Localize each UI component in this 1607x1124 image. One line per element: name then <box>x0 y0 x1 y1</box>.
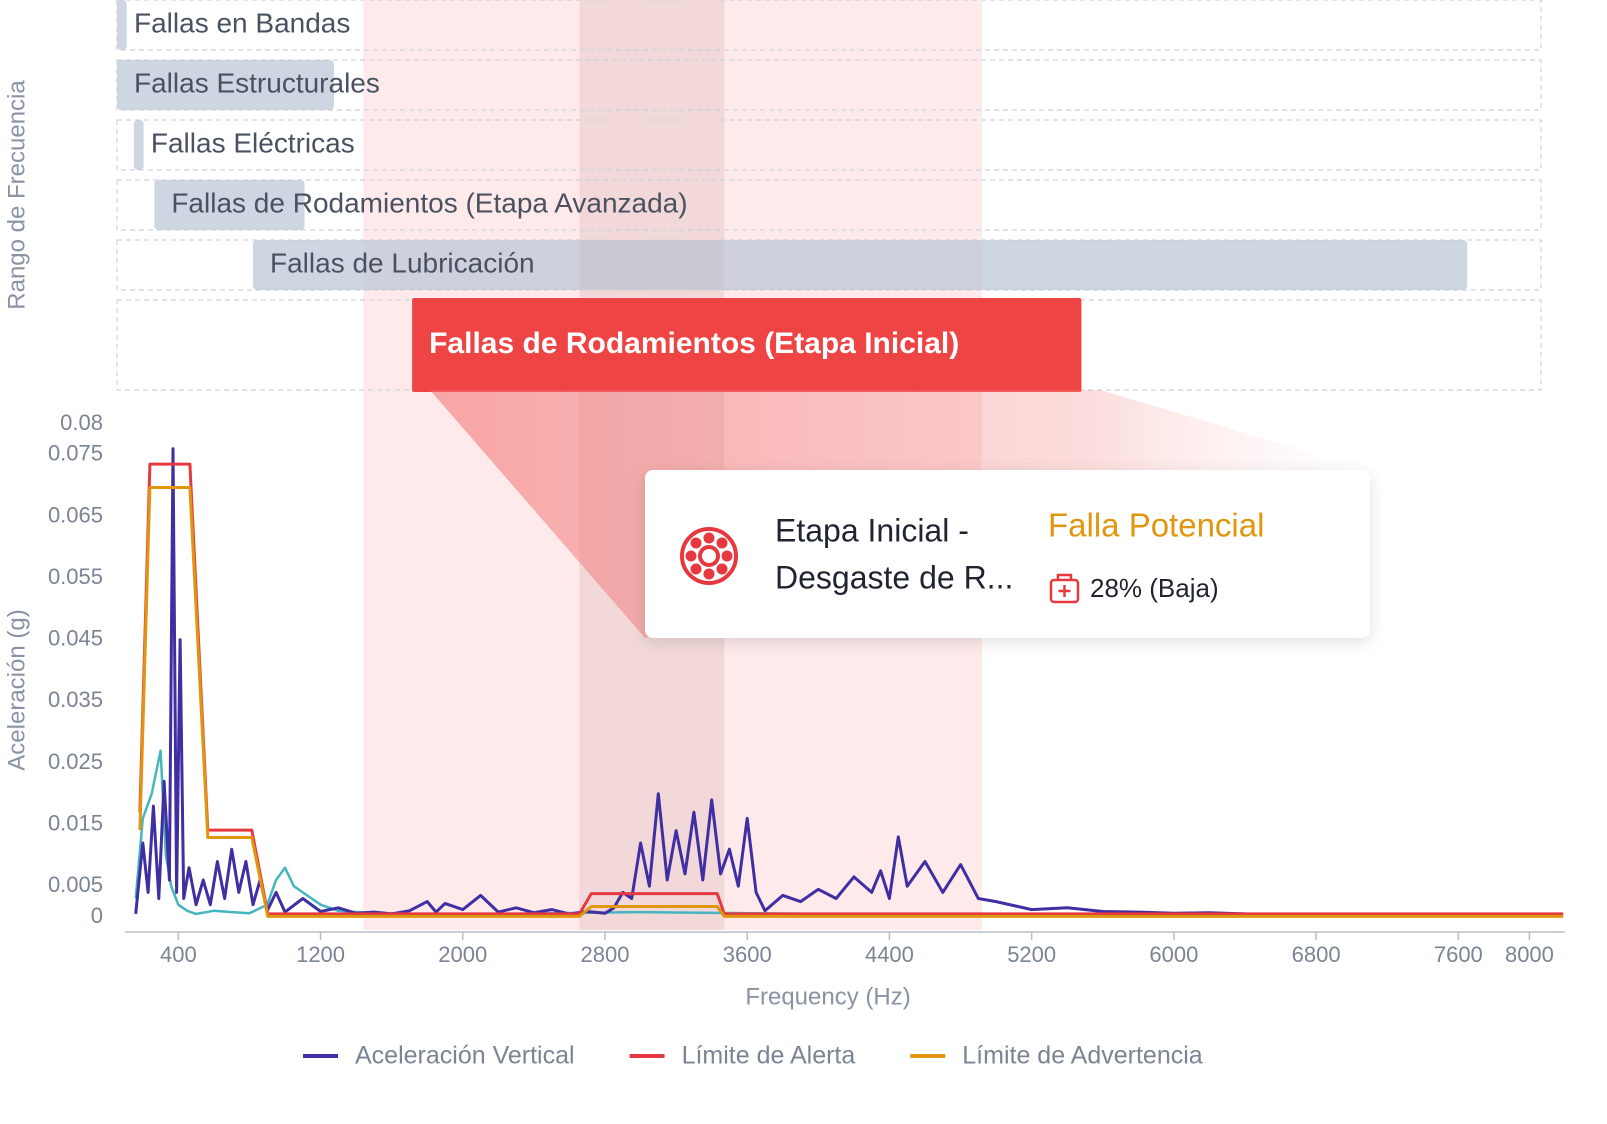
x-tick-label: 400 <box>160 942 197 967</box>
band-label: Fallas Estructurales <box>134 67 380 98</box>
band-label: Fallas de Rodamientos (Etapa Avanzada) <box>171 187 687 218</box>
tooltip-probability: 28% (Baja) <box>1090 573 1219 603</box>
plot-area: 0 0.005 0.015 0.025 0.035 0.045 0.055 0.065 0.07… <box>48 410 1565 967</box>
y-tick-label: 0.055 <box>48 564 103 589</box>
tooltip-title: Desgaste de R... <box>775 559 1013 595</box>
x-tick-label: 6800 <box>1292 942 1341 967</box>
y-tick-label: 0.035 <box>48 687 103 712</box>
tooltip-status: Falla Potencial <box>1048 507 1264 544</box>
active-band-bar <box>412 298 1082 392</box>
legend: Aceleración Vertical Límite de Alerta Lími… <box>303 1042 1203 1070</box>
y-tick-label: 0.08 <box>60 410 103 435</box>
legend-label: Límite de Alerta <box>682 1042 856 1070</box>
x-tick-label: 2800 <box>581 942 630 967</box>
tooltip: Etapa Inicial - Desgaste de R... Falla P… <box>430 390 1370 638</box>
y-axis-label: Aceleración (g) <box>3 609 30 770</box>
x-tick-label: 7600 <box>1434 942 1483 967</box>
band-row <box>116 0 1542 51</box>
band-panel: Fallas en Bandas Fallas Estructurales Fall… <box>116 0 1542 392</box>
y-tick-label: 0.005 <box>48 872 103 897</box>
band-row <box>116 179 1542 231</box>
x-tick-label: 2000 <box>438 942 487 967</box>
tooltip-card <box>645 470 1370 638</box>
band-bar <box>117 0 127 50</box>
probability-icon <box>1049 573 1080 604</box>
y-tick-label: 0.025 <box>48 749 103 774</box>
series-line <box>138 486 1564 918</box>
band-bar <box>133 120 144 170</box>
x-tick-label: 3600 <box>723 942 772 967</box>
band-axis-label: Rango de Frecuencia <box>3 80 30 310</box>
y-tick-label: 0.065 <box>48 502 103 527</box>
band-row <box>116 59 1542 111</box>
band-label: Fallas en Bandas <box>134 7 350 38</box>
legend-label: Aceleración Vertical <box>355 1042 575 1070</box>
x-tick-label: 5200 <box>1007 942 1056 967</box>
x-tick-label: 6000 <box>1149 942 1198 967</box>
x-tick-label: 1200 <box>296 942 345 967</box>
y-tick-label: 0.075 <box>48 441 103 466</box>
bearing-icon <box>680 527 738 585</box>
x-tick-label: 4400 <box>865 942 914 967</box>
band-bar <box>253 240 1468 290</box>
band-label: Fallas Eléctricas <box>151 127 355 158</box>
y-tick-label: 0.045 <box>48 626 103 651</box>
band-label: Fallas de Lubricación <box>270 247 535 278</box>
legend-label: Límite de Advertencia <box>962 1042 1203 1070</box>
band-row <box>116 119 1542 171</box>
band-bar <box>117 60 334 110</box>
band-label: Fallas de Rodamientos (Etapa Inicial) <box>429 327 959 360</box>
x-tick-label: 8000 <box>1505 942 1554 967</box>
y-tick-label: 0 <box>91 903 103 928</box>
y-tick-label: 0.015 <box>48 810 103 835</box>
band-bar <box>154 180 305 230</box>
x-axis-label: Frequency (Hz) <box>745 983 910 1010</box>
tooltip-title: Etapa Inicial - <box>775 512 969 548</box>
